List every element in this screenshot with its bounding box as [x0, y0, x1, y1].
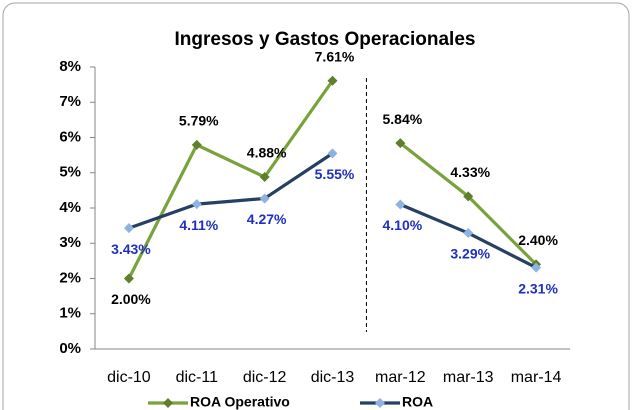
data-label: 2.40% [518, 232, 558, 248]
marker [463, 228, 474, 239]
x-tick-label: dic-10 [107, 369, 151, 386]
y-tick-label: 1% [59, 305, 81, 322]
marker [327, 75, 338, 86]
data-label: 2.31% [518, 280, 558, 296]
marker [259, 193, 270, 204]
legend-marker [163, 398, 173, 408]
data-label: 4.33% [450, 164, 490, 180]
x-tick-label: mar-12 [375, 369, 426, 386]
data-label: 4.27% [247, 211, 287, 227]
legend-label: ROA Operativo [190, 394, 290, 410]
y-tick-label: 3% [59, 234, 81, 251]
marker [123, 223, 134, 234]
data-label: 7.61% [315, 48, 355, 64]
data-label: 3.43% [111, 241, 151, 257]
y-tick-label: 6% [59, 128, 81, 145]
data-label: 3.29% [450, 246, 490, 262]
marker [395, 199, 406, 210]
y-tick-label: 8% [59, 58, 81, 75]
x-tick-label: mar-14 [511, 369, 562, 386]
x-tick-label: dic-11 [176, 369, 218, 386]
marker [463, 191, 474, 202]
data-label: 5.84% [383, 111, 423, 127]
legend-marker [375, 398, 385, 408]
y-tick-label: 5% [59, 164, 81, 181]
legend-label: ROA [402, 394, 433, 410]
x-tick-label: dic-13 [311, 369, 355, 386]
series-line [128, 152, 334, 230]
marker [327, 148, 338, 159]
y-tick-label: 4% [59, 199, 81, 216]
x-tick-label: dic-12 [243, 369, 287, 386]
y-tick-label: 0% [59, 340, 81, 357]
series-line [127, 79, 334, 280]
data-label: 5.79% [179, 113, 219, 129]
marker [191, 199, 202, 210]
marker [531, 262, 542, 273]
marker [395, 138, 406, 149]
y-tick-label: 7% [59, 93, 81, 110]
chart-title: Ingresos y Gastos Operacionales [175, 29, 476, 50]
data-label: 2.00% [111, 291, 151, 307]
data-label: 4.11% [179, 217, 218, 233]
marker [191, 139, 202, 150]
y-tick-label: 2% [59, 269, 81, 286]
marker [123, 273, 134, 284]
data-label: 5.55% [315, 166, 355, 182]
data-label: 4.88% [247, 145, 287, 161]
x-tick-label: mar-13 [443, 369, 494, 386]
marker [259, 171, 270, 182]
data-label: 4.10% [383, 217, 423, 233]
